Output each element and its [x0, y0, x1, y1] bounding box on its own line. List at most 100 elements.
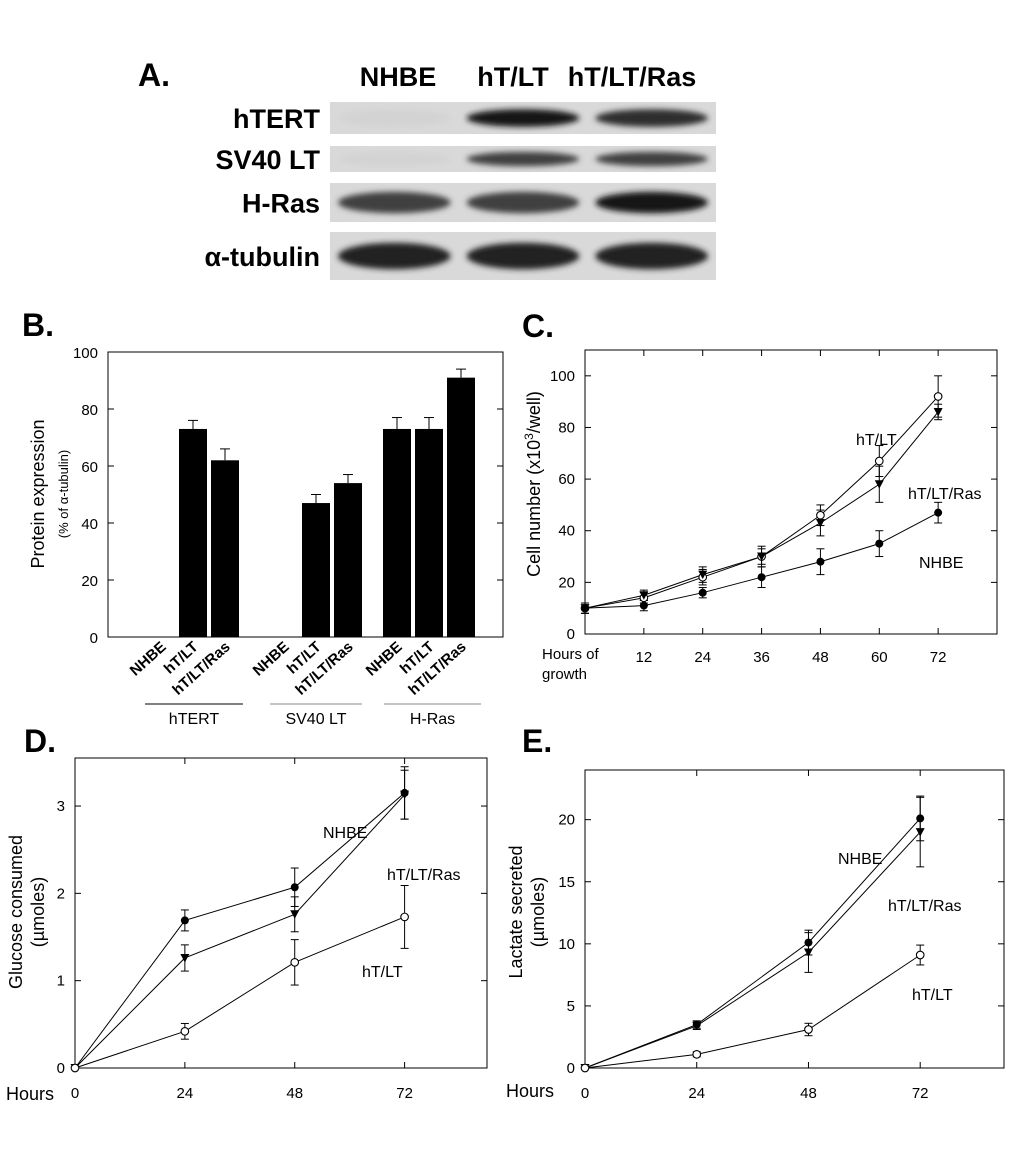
panel-c-series-label-ht-lt: hT/LT: [856, 432, 897, 449]
panel-a-western-blot: A. NHBE hT/LT hT/LT/Ras hTERT SV40 LT H-Ras α-t…: [138, 57, 716, 280]
panel-e-point-nhbe: [804, 938, 813, 947]
panel-c-point-ht-lt-ras: [815, 518, 825, 528]
blot-column-ht-lt-ras: hT/LT/Ras: [568, 62, 697, 92]
blot-band-h-ras-ht-lt: [466, 191, 580, 214]
panel-d-label: D.: [24, 723, 56, 759]
blot-row-sv40-lt: SV40 LT: [215, 145, 320, 175]
panel-d-point-ht-lt: [70, 1063, 80, 1073]
panel-c-ytick-label: 20: [558, 574, 575, 591]
panel-e-series-label-ht-lt-ras: hT/LT/Ras: [888, 898, 962, 915]
panel-d-series-label-nhbe: NHBE: [323, 825, 367, 842]
panel-e-xtick-label: 48: [800, 1085, 817, 1102]
blot-band-sv40-lt-nhbe: [338, 151, 451, 167]
panel-e-ytick-label: 0: [567, 1060, 575, 1077]
panel-e-ytick-label: 5: [567, 998, 575, 1015]
panel-d-point-ht-lt: [290, 957, 300, 967]
panel-c-point-nhbe: [875, 539, 884, 548]
panel-c-xtick-label: 60: [871, 649, 888, 666]
panel-e-xtick-label: 0: [581, 1085, 589, 1102]
panel-b-ytick-label: 40: [81, 516, 98, 533]
panel-e-point-ht-lt-ras: [692, 1021, 702, 1031]
panel-c-point-nhbe: [757, 573, 766, 582]
panel-d-ytick-label: 0: [57, 1060, 65, 1077]
panel-e-xtick-label: 72: [912, 1085, 929, 1102]
panel-d-xtick-label: 72: [396, 1085, 413, 1102]
panel-d-point-nhbe: [290, 883, 299, 892]
panel-c-ytick-label: 0: [567, 626, 575, 643]
panel-d-line-ht-lt-ras: [74, 794, 405, 1069]
panel-c-point-nhbe: [698, 588, 707, 597]
panel-e-line-ht-lt: [584, 954, 921, 1069]
panel-c-point-ht-lt-ras: [698, 570, 708, 580]
panel-b-group-h-ras: H-Ras: [410, 711, 455, 728]
panel-e-frame: [584, 769, 1005, 1069]
blot-column-nhbe: NHBE: [360, 62, 437, 92]
panel-b-bar-h-ras-nhbe: [383, 428, 411, 637]
panel-c-point-ht-lt: [874, 456, 884, 466]
panel-e-ylabel: Lactate secreted: [506, 845, 526, 978]
panel-c-series-label-nhbe: NHBE: [919, 555, 963, 572]
panel-c-point-ht-lt-ras: [874, 480, 884, 489]
panel-e-line-nhbe: [584, 818, 921, 1069]
panel-b-bar-htert-ht-lt: [179, 428, 207, 637]
panel-d-ylabel: Glucose consumed: [6, 835, 26, 989]
panel-c-point-ht-lt: [933, 392, 943, 401]
panel-b-xtick-nhbe: NHBE: [363, 638, 406, 679]
panel-c-xlabel-line1: Hours of: [542, 646, 600, 663]
blot-band-tubulin-ht-lt: [466, 242, 580, 270]
panel-c-point-nhbe: [581, 604, 589, 613]
panel-b-group-htert: hTERT: [169, 711, 220, 728]
panel-b-xtick-nhbe: NHBE: [250, 638, 293, 679]
blot-band-tubulin-ht-lt-ras: [595, 242, 709, 270]
panel-b-bar-sv40-lt-ht-lt-ras: [334, 483, 362, 637]
panel-c-point-nhbe: [934, 508, 943, 517]
panel-b-bar-h-ras-ht-lt-ras: [447, 377, 475, 637]
panel-e-series-label-ht-lt: hT/LT: [912, 987, 953, 1004]
panel-d-point-ht-lt: [180, 1026, 190, 1036]
panel-c-frame: [584, 349, 998, 635]
panel-b-bar-sv40-lt-ht-lt: [302, 503, 330, 637]
blot-row-htert: hTERT: [233, 104, 320, 134]
panel-c-xlabel-line2: growth: [542, 666, 587, 683]
panel-e-point-ht-lt-ras: [915, 828, 925, 837]
panel-b-ytick-label: 0: [90, 630, 98, 647]
panel-c-ytick-label: 80: [558, 419, 575, 436]
blot-band-htert-ht-lt: [466, 109, 580, 127]
blot-column-ht-lt: hT/LT: [477, 62, 549, 92]
panel-e-label: E.: [522, 723, 552, 759]
panel-d-xtick-label: 0: [71, 1085, 79, 1102]
panel-b-ylabel-sub: (% of α-tubulin): [56, 450, 71, 538]
panel-e-ytick-label: 15: [558, 874, 575, 891]
panel-b-ytick-label: 20: [81, 573, 98, 590]
panel-c-xtick-label: 36: [753, 649, 770, 666]
panel-c-point-ht-lt: [816, 510, 825, 520]
blot-band-htert-ht-lt-ras: [595, 109, 709, 127]
panel-e-point-ht-lt: [692, 1049, 702, 1059]
blot-band-sv40-lt-ht-lt: [466, 151, 580, 167]
panel-c-xtick-label: 12: [636, 649, 653, 666]
panel-e-series-label-nhbe: NHBE: [838, 851, 882, 868]
panel-c-ylabel: Cell number (x103/well): [522, 391, 544, 577]
panel-b-bar-htert-ht-lt-ras: [211, 460, 239, 637]
panel-c-xtick-label: 24: [694, 649, 711, 666]
panel-d-ytick-label: 2: [57, 885, 65, 902]
blot-band-h-ras-nhbe: [338, 191, 451, 214]
blot-row-h-ras: H-Ras: [242, 189, 320, 219]
panel-e-xlabel: Hours: [506, 1081, 554, 1101]
panel-b-bar-chart: B. 0 20 40 60 80 100 Protein expression (% of α-…: [22, 307, 504, 728]
panel-d-ytick-label: 3: [57, 798, 65, 815]
panel-d-glucose-chart: D. 0 1 2 3 0 24 48 72 Hours Glucose consumed (µmole…: [6, 723, 488, 1104]
panel-b-ytick-label: 60: [81, 459, 98, 476]
panel-c-point-nhbe: [639, 601, 648, 610]
panel-c-ytick-label: 100: [550, 368, 575, 385]
panel-c-point-nhbe: [816, 557, 825, 566]
panel-b-bar-h-ras-ht-lt: [415, 428, 443, 637]
panel-d-point-ht-lt-ras: [400, 790, 410, 800]
panel-c-ytick-label: 40: [558, 523, 575, 540]
panel-c-series-label-ht-lt-ras: hT/LT/Ras: [908, 486, 982, 503]
panel-c-label: C.: [522, 308, 554, 344]
panel-e-lactate-chart: E. 0 5 10 15 20 0 24 48 72 Hours Lactate secreted (µ…: [506, 723, 1005, 1102]
panel-b-ytick-label: 80: [81, 402, 98, 419]
panel-e-point-ht-lt: [915, 950, 925, 960]
